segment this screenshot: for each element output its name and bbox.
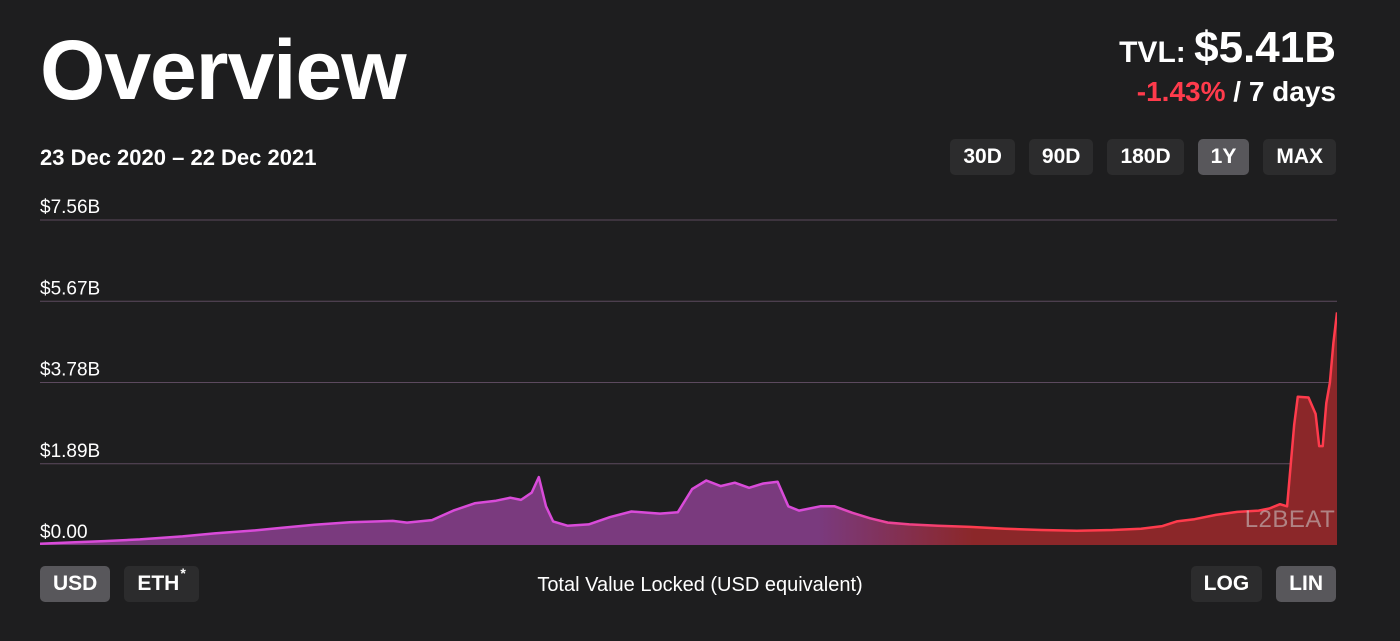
range-button-180d[interactable]: 180D	[1107, 139, 1184, 175]
page-title: Overview	[40, 23, 407, 117]
tvl-change-line: -1.43% / 7 days	[1119, 73, 1336, 111]
range-button-max[interactable]: MAX	[1263, 139, 1336, 175]
y-tick-label: $5.67B	[40, 278, 100, 299]
y-tick-label: $1.89B	[40, 441, 100, 462]
watermark-logo: L2BEAT	[1245, 506, 1336, 533]
y-tick-label: $7.56B	[40, 197, 100, 218]
y-axis-ticks: $0.00 $1.89B $3.78B $5.67B $7.56B	[40, 197, 100, 543]
tvl-line-series	[40, 312, 1337, 545]
y-tick-label: $0.00	[40, 522, 88, 543]
linear-scale-button[interactable]: LIN	[1276, 566, 1336, 602]
tvl-summary: TVL: $5.41B -1.43% / 7 days	[1119, 26, 1336, 111]
currency-toggle: USD ETH*	[40, 566, 199, 602]
range-button-90d[interactable]: 90D	[1028, 139, 1094, 175]
eth-button-label: ETH	[137, 572, 180, 595]
range-button-30d[interactable]: 30D	[950, 139, 1015, 175]
range-button-1y[interactable]: 1Y	[1197, 139, 1250, 175]
eth-button[interactable]: ETH*	[124, 565, 199, 602]
tvl-change-period: / 7 days	[1233, 76, 1336, 107]
tvl-area-chart: $0.00 $1.89B $3.78B $5.67B $7.56B L2BEAT	[40, 197, 1337, 545]
log-scale-button[interactable]: LOG	[1190, 566, 1263, 602]
date-range: 23 Dec 2020 – 22 Dec 2021	[40, 145, 317, 170]
y-tick-label: $3.78B	[40, 360, 100, 381]
usd-button[interactable]: USD	[40, 566, 111, 602]
scale-toggle: LOG LIN	[1190, 566, 1336, 602]
tvl-line: TVL: $5.41B	[1119, 26, 1336, 73]
tvl-label: TVL:	[1119, 36, 1186, 69]
eth-footnote-mark: *	[180, 565, 186, 581]
tvl-value: $5.41B	[1194, 23, 1336, 72]
tvl-area-fill	[40, 312, 1337, 545]
range-selector: 30D 90D 180D 1Y MAX	[950, 139, 1336, 175]
gridlines	[40, 219, 1337, 465]
watermark-text: L2BEAT	[1245, 506, 1336, 533]
tvl-change-percent: -1.43%	[1136, 76, 1226, 107]
